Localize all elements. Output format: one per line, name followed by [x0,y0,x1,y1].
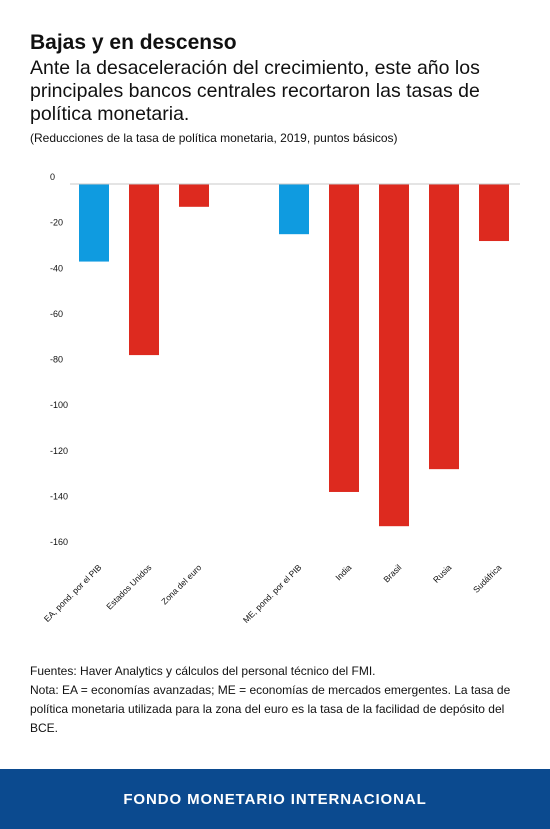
bar-6 [429,184,459,470]
y-tick-label: -40 [50,263,63,273]
chart-units-note: (Reducciones de la tasa de política mone… [30,131,398,145]
bar-3 [279,184,309,235]
y-tick-label: -120 [50,446,68,456]
x-tick-label: ME, pond. por el PIB [241,562,304,625]
x-tick-label: Estados Unidos [104,562,153,611]
note-text: Nota: EA = economías avanzadas; ME = eco… [30,683,511,735]
y-tick-label: -140 [50,491,68,501]
chart-title: Bajas y en descenso [30,31,237,54]
x-tick-label: Rusia [431,562,454,585]
x-tick-label: Brasil [381,562,403,584]
chart-subtitle: Ante la desaceleración del crecimiento, … [30,57,480,125]
bar-7 [479,184,509,242]
x-tick-label: Zona del euro [159,562,203,606]
y-tick-label: -60 [50,309,63,319]
y-tick-label: -100 [50,400,68,410]
bar-chart: 0 -20 -40 -60 -80 -100 -120 -140 -160 EA, pond. p… [42,172,520,625]
bar-2 [179,184,209,207]
bar-5 [379,184,409,527]
y-tick-label: -160 [50,537,68,547]
chart-footer-notes: Fuentes: Haver Analytics y cálculos del … [30,662,515,738]
x-tick-label: India [333,562,353,582]
organization-name: FONDO MONETARIO INTERNACIONAL [123,790,427,808]
footer-band: FONDO MONETARIO INTERNACIONAL [0,769,550,829]
chart-header: Bajas y en descenso Ante la desaceleraci… [30,30,530,146]
sources-text: Fuentes: Haver Analytics y cálculos del … [30,664,376,678]
bar-1 [129,184,159,356]
y-tick-label: -20 [50,218,63,228]
x-tick-label: Sudáfrica [471,562,504,595]
y-tick-label: -80 [50,355,63,365]
x-tick-label: EA, pond. por el PIB [42,562,104,624]
y-tick-label: 0 [50,172,55,182]
bar-4 [329,184,359,492]
bar-0 [79,184,109,262]
